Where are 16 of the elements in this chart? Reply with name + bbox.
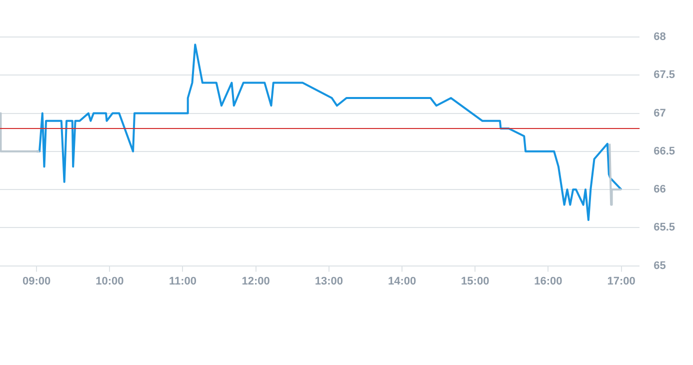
y-tick-label: 67.5: [654, 69, 676, 82]
x-tick-label: 10:00: [96, 275, 124, 288]
x-tick-label: 11:00: [168, 275, 197, 288]
x-tick-label: 14:00: [388, 275, 416, 288]
y-tick-label: 67: [654, 107, 666, 120]
y-tick-label: 66.5: [654, 145, 676, 158]
y-tick-label: 65: [654, 260, 666, 272]
y-tick-label: 68: [654, 31, 666, 44]
x-tick-label: 09:00: [22, 275, 51, 288]
x-tick-label: 15:00: [461, 275, 490, 288]
y-tick-label: 65.5: [654, 222, 676, 234]
x-tick-label: 17:00: [607, 275, 636, 288]
x-tick-label: 12:00: [242, 275, 270, 288]
y-tick-label: 66: [654, 184, 666, 196]
x-tick-label: 16:00: [534, 275, 562, 288]
x-tick-label: 13:00: [314, 275, 344, 288]
